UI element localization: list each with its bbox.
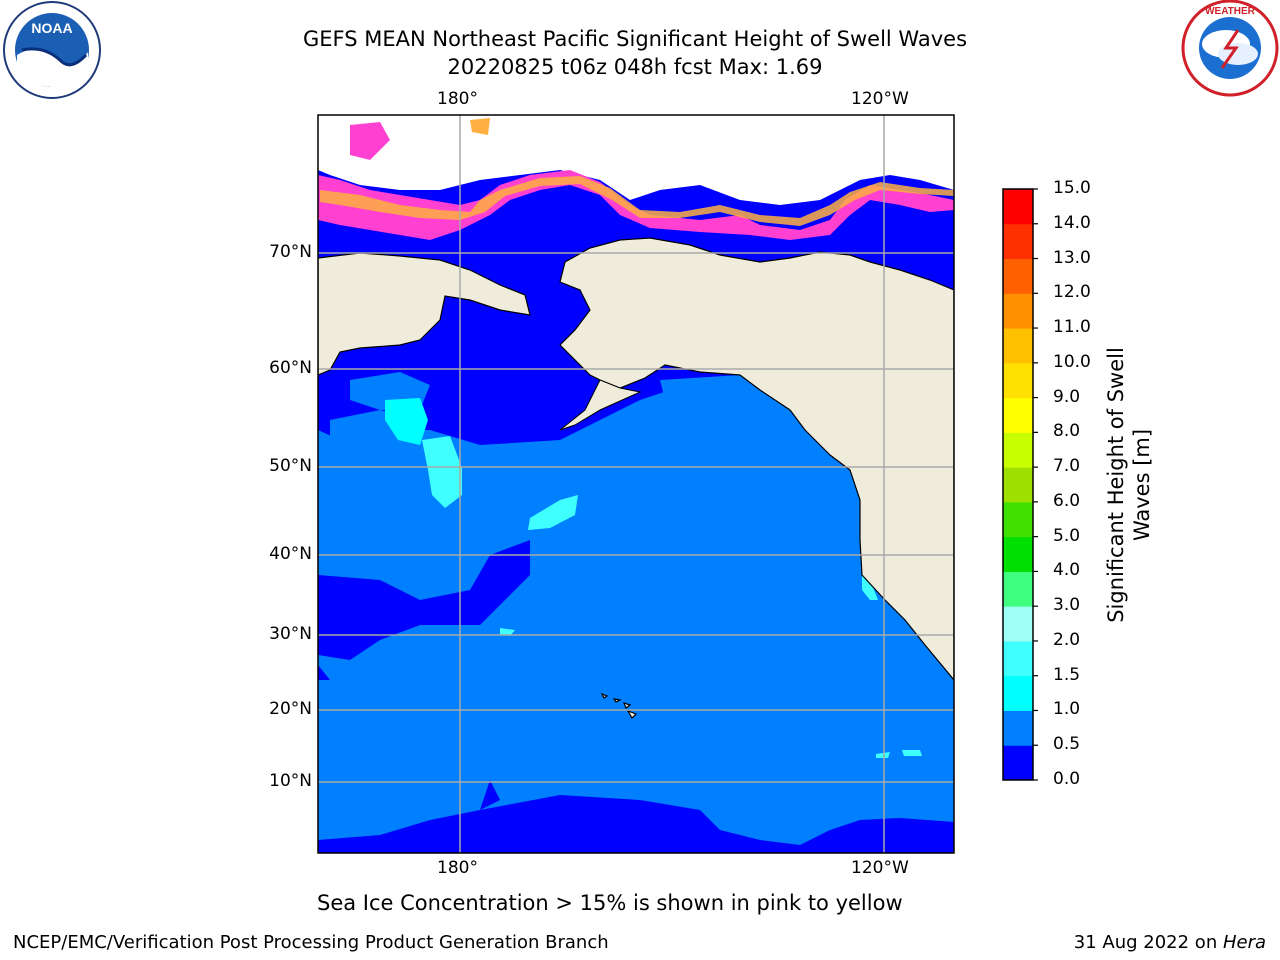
- lon-label-bottom-120w: 120°W: [851, 858, 909, 878]
- colorbar-tick-label: 0.5: [1053, 734, 1081, 755]
- colorbar-segment: [1003, 223, 1033, 260]
- nws-logo: WEATHER: [1181, 0, 1279, 97]
- swell-patch-central: [528, 495, 578, 530]
- lat-label-20n: 20°N: [269, 699, 312, 719]
- lon-label-bottom-180: 180°: [437, 858, 478, 878]
- colorbar-tick-label: 13.0: [1053, 247, 1091, 268]
- colorbar-tick-label: 15.0: [1053, 178, 1091, 198]
- colorbar-segment: [1003, 432, 1033, 468]
- land-north-america: [559, 237, 954, 681]
- colorbar-tick-label: 4.0: [1053, 560, 1081, 581]
- colorbar-segment: [1003, 467, 1033, 503]
- colorbar-title-line1: Significant Height of Swell: [1104, 347, 1128, 623]
- colorbar-tick-label: 11.0: [1053, 317, 1091, 338]
- chart-title: GEFS MEAN Northeast Pacific Significant …: [302, 27, 968, 51]
- lat-label-30n: 30°N: [269, 624, 312, 644]
- colorbar-segment: [1003, 675, 1033, 711]
- footer-host: Hera: [1222, 932, 1266, 953]
- swell-patch-1.5-2.0: [422, 436, 462, 508]
- svg-text:WEATHER: WEATHER: [1205, 6, 1256, 17]
- land-siberia: [318, 252, 531, 376]
- sea-ice-concentration: [318, 170, 954, 240]
- colorbar-tick-label: 10.0: [1053, 351, 1091, 372]
- colorbar-segment: [1003, 258, 1033, 294]
- colorbar-segment: [1003, 745, 1033, 781]
- colorbar-tick-label: 9.0: [1053, 386, 1081, 407]
- lat-label-50n: 50°N: [269, 456, 312, 476]
- colorbar-segment: [1003, 501, 1033, 538]
- colorbar-segment: [1003, 710, 1033, 746]
- noaa-logo: NOAA: [3, 1, 101, 99]
- colorbar-segment: [1003, 640, 1033, 677]
- lon-label-top-120w: 120°W: [851, 89, 909, 109]
- colorbar-tick-label: 1.5: [1053, 664, 1081, 685]
- colorbar-segment: [1003, 362, 1033, 399]
- footer-credit: NCEP/EMC/Verification Post Processing Pr…: [13, 932, 609, 953]
- low-swell-south: [318, 795, 954, 853]
- colorbar-tick-label: 0.0: [1053, 769, 1081, 789]
- colorbar-frame: [1002, 188, 1034, 781]
- colorbar-segment: [1003, 397, 1033, 433]
- map-panel: [318, 115, 954, 853]
- chart-subtitle: 20220825 t06z 048h fcst Max: 1.69: [447, 55, 823, 79]
- lat-label-70n: 70°N: [269, 242, 312, 262]
- colorbar-tick-label: 3.0: [1053, 595, 1081, 616]
- colorbar-tick-label: 1.0: [1053, 699, 1081, 720]
- colorbar-segment: [1003, 606, 1033, 642]
- colorbar-tick-label: 12.0: [1053, 282, 1091, 303]
- colorbar-title: Significant Height of Swell Waves [m]: [1103, 347, 1155, 623]
- footer-date-text: 31 Aug 2022 on: [1073, 932, 1223, 953]
- lon-label-top-180: 180°: [437, 89, 478, 109]
- lat-label-60n: 60°N: [269, 358, 312, 378]
- colorbar-segment: [1003, 189, 1033, 225]
- no-data-ice: [318, 115, 954, 205]
- colorbar-tick-label: 8.0: [1053, 421, 1081, 442]
- lat-label-40n: 40°N: [269, 544, 312, 564]
- graticule: [318, 115, 954, 853]
- lat-label-10n: 10°N: [269, 771, 312, 791]
- colorbar-segment: [1003, 536, 1033, 572]
- colorbar-segment: [1003, 571, 1033, 607]
- colorbar-tick-label: 7.0: [1053, 456, 1081, 477]
- colorbar-tick-label: 2.0: [1053, 629, 1081, 650]
- colorbar: [1002, 188, 1038, 781]
- colorbar-title-line2: Waves [m]: [1130, 428, 1154, 542]
- swell-patch-1.0-1.5: [385, 398, 428, 445]
- sea-ice-note: Sea Ice Concentration > 15% is shown in …: [317, 891, 903, 915]
- colorbar-tick-label: 6.0: [1053, 490, 1081, 511]
- colorbar-tick-label: 5.0: [1053, 525, 1081, 546]
- map-frame: [317, 114, 955, 854]
- noaa-logo-text: NOAA: [31, 20, 72, 36]
- low-swell-mid: [318, 540, 530, 660]
- footer-date: 31 Aug 2022 on Hera: [1074, 932, 1266, 953]
- colorbar-segment: [1003, 328, 1033, 364]
- colorbar-segment: [1003, 293, 1033, 329]
- land-hawaii: [600, 692, 638, 719]
- colorbar-tick-label: 14.0: [1053, 212, 1091, 233]
